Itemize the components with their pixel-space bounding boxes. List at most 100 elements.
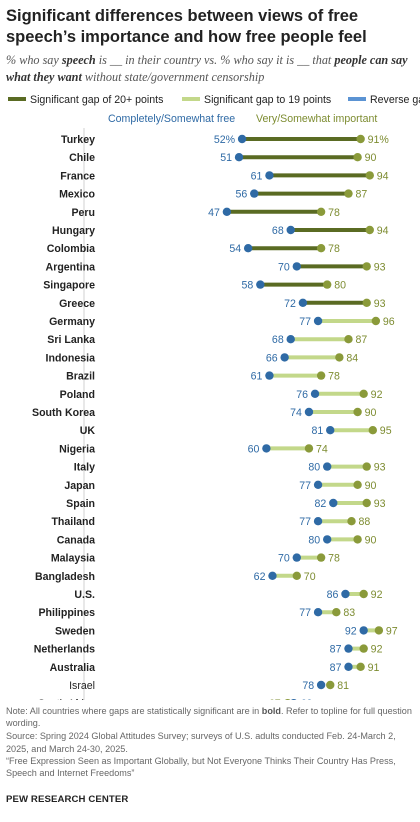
country-label: Sri Lanka (47, 334, 95, 346)
important-dot (316, 371, 326, 380)
country-label: Netherlands (34, 644, 95, 656)
important-dot (362, 262, 371, 271)
important-value-label: 92 (371, 589, 383, 601)
free-value-label: 81 (311, 425, 323, 437)
free-dot (237, 134, 247, 144)
free-value-label: 70 (278, 261, 290, 273)
chart-title: Significant differences between views of… (6, 7, 367, 46)
free-value-label: 72 (284, 298, 296, 310)
important-value-label: 93 (374, 498, 386, 510)
important-value-label: 90 (365, 480, 377, 492)
country-label: Philippines (38, 607, 95, 619)
free-value-label: 54 (229, 243, 241, 255)
important-value-label: 91 (368, 662, 380, 674)
country-label: Mexico (59, 189, 95, 201)
country-label: Italy (74, 462, 95, 474)
important-dot (344, 189, 353, 198)
free-value-label: 80 (308, 462, 320, 474)
important-value-label: 93 (374, 462, 386, 474)
free-dot (265, 371, 274, 380)
country-label: Canada (57, 534, 95, 546)
country-label: UK (80, 425, 96, 437)
report-title: “Free Expression Seen as Important Globa… (6, 755, 396, 779)
important-value-label: 67 (269, 698, 281, 700)
free-value-label: 61 (251, 371, 263, 383)
free-dot (256, 280, 265, 289)
free-dot (292, 262, 301, 271)
important-dot (326, 680, 335, 690)
free-value-label: 56 (235, 189, 247, 201)
free-dot (286, 335, 295, 344)
country-label: Turkey (61, 134, 95, 146)
free-value-label: 78 (302, 680, 314, 692)
important-dot (353, 535, 362, 544)
important-value-label: 74 (316, 443, 328, 455)
important-value-label: 78 (328, 371, 340, 383)
country-label: Australia (50, 662, 95, 674)
free-value-label: 77 (299, 516, 311, 528)
important-value-label: 94 (377, 225, 389, 237)
country-label: Bangladesh (35, 571, 95, 583)
legend-swatch-reverse-gap (348, 97, 366, 102)
free-value-label: 58 (242, 280, 254, 292)
free-dot (243, 244, 253, 253)
free-dot (291, 699, 297, 700)
free-dot (304, 407, 314, 417)
free-dot (222, 207, 232, 216)
free-dot (298, 298, 308, 307)
free-value-label: 69 (301, 698, 313, 700)
free-value-label: 82 (314, 498, 326, 510)
important-dot (374, 626, 384, 635)
important-dot (359, 644, 368, 653)
important-value-label: 83 (343, 607, 355, 619)
country-label: South Korea (32, 407, 95, 419)
important-value-label: 88 (359, 516, 371, 528)
free-dot (268, 571, 277, 580)
free-value-label: 66 (266, 352, 278, 364)
important-dot (362, 462, 371, 471)
important-dot (356, 662, 365, 671)
important-dot (335, 353, 344, 362)
free-value-label: 51 (220, 152, 232, 164)
important-value-label: 90 (365, 152, 377, 164)
important-dot (371, 316, 381, 326)
free-value-label: 92 (345, 625, 357, 637)
country-label: France (60, 170, 95, 182)
legend-item-small-gap: Significant gap to 19 points (182, 94, 331, 106)
important-dot (347, 517, 356, 526)
country-label: Brazil (66, 371, 95, 383)
important-dot (316, 207, 326, 216)
country-label: Sweden (55, 625, 95, 637)
free-dot (344, 644, 353, 653)
free-dot (265, 171, 274, 180)
country-label: Thailand (51, 516, 95, 528)
country-label: Hungary (52, 225, 95, 237)
legend-item-reverse-gap: Reverse gap (348, 94, 420, 106)
country-label: Japan (64, 480, 95, 492)
free-value-label: 47 (208, 207, 220, 219)
important-value-label: 84 (346, 352, 358, 364)
important-value-label: 90 (365, 534, 377, 546)
important-dot (365, 225, 374, 235)
legend: Significant gap of 20+ points Significan… (8, 92, 420, 110)
free-value-label: 68 (272, 225, 284, 237)
important-dot (316, 244, 326, 253)
free-dot (323, 462, 332, 471)
important-dot (304, 444, 314, 453)
legend-label-reverse-gap: Reverse gap (370, 94, 420, 106)
free-dot (262, 444, 271, 453)
legend-swatch-big-gap (8, 97, 26, 102)
country-label: Chile (69, 152, 95, 164)
country-label: Poland (60, 389, 95, 401)
important-value-label: 78 (328, 207, 340, 219)
free-value-label: 61 (251, 170, 263, 182)
important-dot (359, 389, 368, 398)
country-label: South Africa (38, 698, 95, 700)
country-label: Peru (71, 207, 95, 219)
free-dot (359, 626, 368, 635)
free-value-label: 77 (299, 607, 311, 619)
country-label: U.S. (74, 589, 95, 601)
important-value-label: 96 (383, 316, 395, 328)
free-value-label: 62 (254, 571, 266, 583)
chart-subtitle: % who say speech is __ in their country … (6, 53, 408, 84)
